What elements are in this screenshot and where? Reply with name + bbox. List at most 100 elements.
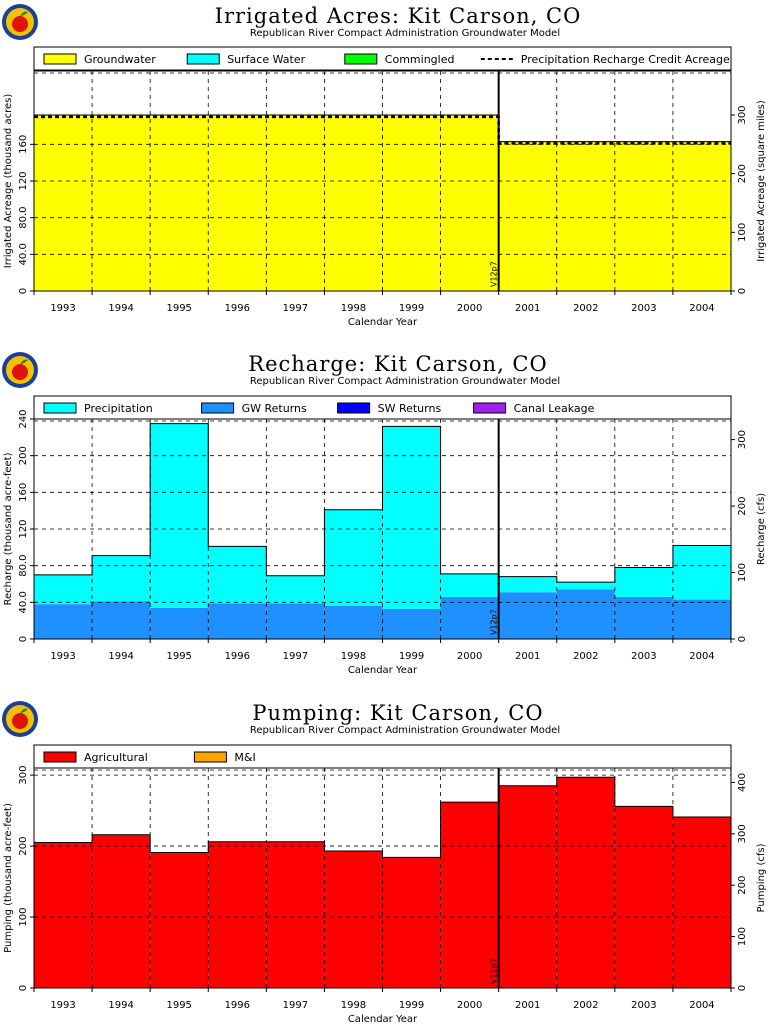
- legend-label: M&I: [234, 751, 255, 764]
- legend-swatch: [43, 751, 77, 763]
- y-axis-label: Recharge (thousand acre-feet): [3, 452, 14, 605]
- bar-agricultural-2004: [672, 816, 731, 988]
- bar-precipitation-1999: [382, 426, 441, 609]
- y2-tick-label: 100: [737, 927, 748, 946]
- legend-label: Surface Water: [227, 53, 305, 66]
- logo-leaf: [20, 708, 28, 713]
- y2-tick-label: 300: [737, 824, 748, 843]
- chart-title: Recharge: Kit Carson, CO: [248, 352, 547, 376]
- y-axis-label: Pumping (thousand acre-feet): [3, 803, 14, 953]
- x-tick-label: 1993: [50, 1000, 75, 1011]
- y-tick-label: 120: [18, 519, 29, 538]
- y2-tick-label: 0: [737, 636, 748, 642]
- x-tick-label: 2002: [573, 303, 598, 314]
- y-tick-label: 200: [18, 837, 29, 856]
- legend-swatch: [193, 751, 227, 763]
- legend-label: Commingled: [385, 53, 455, 66]
- logo-leaf: [20, 359, 28, 364]
- bar-gw-returns-2003: [614, 596, 673, 639]
- bar-agricultural-1995: [150, 852, 209, 988]
- bar-precipitation-2001: [498, 576, 557, 593]
- x-tick-label: 1994: [108, 651, 133, 662]
- bar-groundwater-1995: [150, 115, 209, 291]
- x-tick-label: 2002: [573, 1000, 598, 1011]
- y-tick-label: 80.0: [18, 207, 29, 229]
- version-marker-label: V12p7: [490, 609, 499, 635]
- x-tick-label: 1999: [399, 1000, 424, 1011]
- y2-tick-label: 200: [737, 164, 748, 183]
- logo-apple: [12, 713, 28, 729]
- bar-gw-returns-1998: [324, 606, 383, 639]
- bar-gw-returns-1993: [34, 604, 93, 639]
- bar-precipitation-1996: [208, 546, 267, 604]
- version-marker-label: V12p7: [490, 958, 499, 984]
- x-tick-label: 2000: [457, 303, 482, 314]
- y-tick-label: 160: [18, 135, 29, 154]
- bar-groundwater-1998: [324, 115, 383, 291]
- legend-label: GW Returns: [242, 402, 307, 415]
- bar-gw-returns-1995: [150, 607, 209, 639]
- x-tick-label: 1994: [108, 1000, 133, 1011]
- bar-agricultural-1993: [34, 842, 93, 988]
- bar-precipitation-2000: [440, 573, 499, 597]
- x-tick-label: 1993: [50, 651, 75, 662]
- legend-swatch: [344, 53, 378, 65]
- bar-precipitation-2004: [672, 545, 731, 600]
- bar-groundwater-2004: [672, 141, 731, 291]
- chart-title: Pumping: Kit Carson, CO: [252, 701, 543, 725]
- bar-gw-returns-2002: [556, 589, 615, 639]
- bar-precipitation-1995: [150, 423, 209, 608]
- bar-agricultural-2002: [556, 777, 615, 988]
- bar-precipitation-1993: [34, 574, 93, 605]
- apple-logo-icon: [2, 352, 38, 388]
- x-tick-label: 1998: [341, 651, 366, 662]
- y-tick-label: 120: [18, 171, 29, 190]
- bar-gw-returns-1997: [266, 603, 325, 639]
- apple-logo-icon: [2, 4, 38, 40]
- bar-precipitation-1998: [324, 509, 383, 606]
- bar-precipitation-2003: [614, 567, 673, 597]
- legend-label: Precipitation Recharge Credit Acreage: [521, 53, 730, 66]
- logo-leaf: [20, 11, 28, 16]
- x-tick-label: 1996: [225, 1000, 250, 1011]
- x-tick-label: 1995: [166, 303, 191, 314]
- bar-agricultural-1998: [324, 851, 383, 988]
- legend-swatch: [201, 402, 235, 414]
- y2-tick-label: 200: [737, 497, 748, 516]
- x-axis-label: Calendar Year: [348, 665, 418, 676]
- logo-apple: [12, 364, 28, 380]
- chart-panel-1: Irrigated Acres: Kit Carson, CORepublica…: [2, 4, 767, 328]
- y2-tick-label: 0: [737, 288, 748, 294]
- y2-axis-label: Recharge (cfs): [756, 493, 767, 565]
- bar-gw-returns-2004: [672, 599, 731, 639]
- bar-precipitation-2002: [556, 582, 615, 590]
- bar-groundwater-2001: [498, 141, 557, 291]
- y2-tick-label: 100: [737, 563, 748, 582]
- logo-apple: [12, 16, 28, 32]
- bar-agricultural-1999: [382, 857, 441, 988]
- bar-agricultural-1996: [208, 841, 267, 988]
- bar-gw-returns-1994: [92, 601, 151, 639]
- version-marker-label: V12p7: [490, 261, 499, 287]
- y-tick-label: 0: [18, 636, 29, 642]
- bar-agricultural-2000: [440, 802, 499, 988]
- legend-label: Precipitation: [84, 402, 153, 415]
- bar-groundwater-1999: [382, 115, 441, 291]
- x-axis-label: Calendar Year: [348, 317, 418, 328]
- x-tick-label: 1998: [341, 303, 366, 314]
- legend-label: SW Returns: [378, 402, 442, 415]
- y2-axis-label: Pumping (cfs): [756, 843, 767, 912]
- x-tick-label: 1993: [50, 303, 75, 314]
- x-tick-label: 2004: [689, 1000, 714, 1011]
- bar-groundwater-1993: [34, 115, 93, 291]
- x-tick-label: 1998: [341, 1000, 366, 1011]
- y2-tick-label: 300: [737, 430, 748, 449]
- chart-title: Irrigated Acres: Kit Carson, CO: [215, 4, 582, 28]
- x-tick-label: 1997: [283, 303, 308, 314]
- chart-subtitle: Republican River Compact Administration …: [250, 28, 560, 39]
- x-tick-label: 1996: [225, 651, 250, 662]
- y-tick-label: 160: [18, 483, 29, 502]
- y2-tick-label: 0: [737, 985, 748, 991]
